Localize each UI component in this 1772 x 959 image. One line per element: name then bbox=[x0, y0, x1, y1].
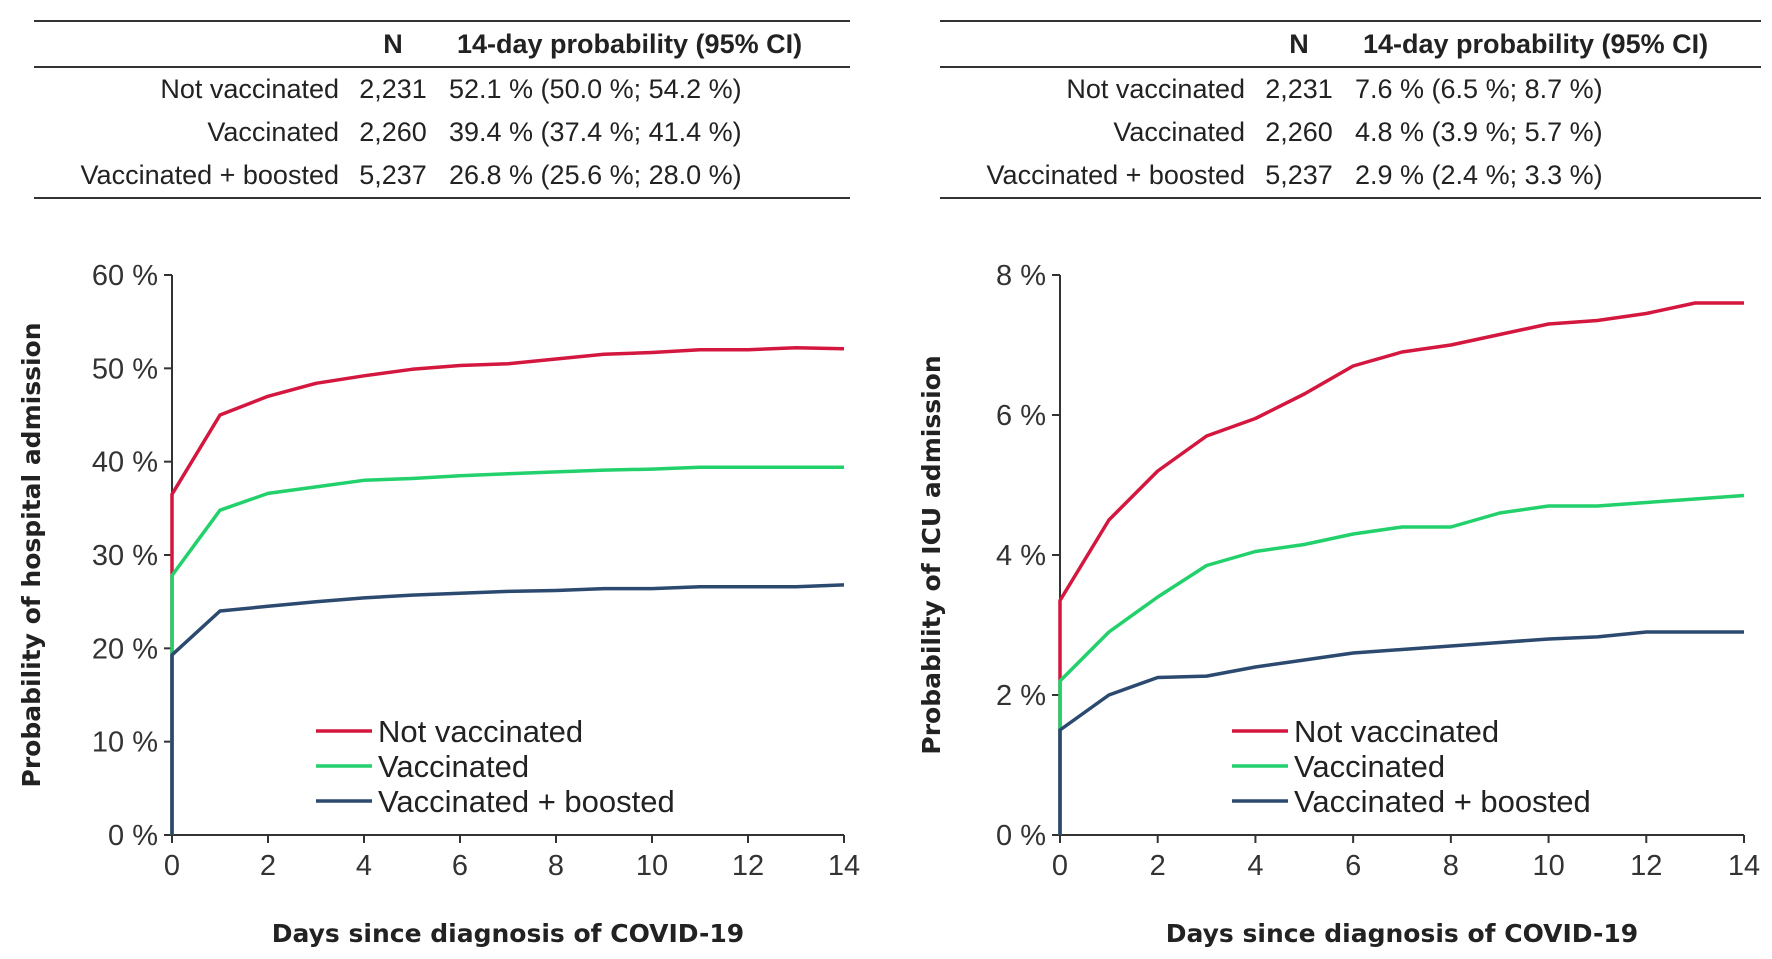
probability-cell: 4.8 % (3.9 %; 5.7 %) bbox=[1355, 117, 1603, 147]
n-cell: 2,231 bbox=[359, 74, 427, 104]
x-tick-label: 8 bbox=[548, 850, 564, 882]
legend-label: Vaccinated + boosted bbox=[1294, 784, 1591, 819]
x-tick-label: 6 bbox=[452, 850, 468, 882]
probability-cell: 52.1 % (50.0 %; 54.2 %) bbox=[449, 74, 742, 104]
x-tick-label: 4 bbox=[356, 850, 372, 882]
table-row: Vaccinated 2,260 39.4 % (37.4 %; 41.4 %) bbox=[34, 111, 850, 154]
table-row: Not vaccinated 2,231 52.1 % (50.0 %; 54.2 … bbox=[34, 68, 850, 111]
x-tick-label: 10 bbox=[1532, 850, 1564, 882]
group-cell: Vaccinated bbox=[1113, 117, 1245, 147]
probability-cell: 26.8 % (25.6 %; 28.0 %) bbox=[449, 160, 742, 190]
x-axis-title: Days since diagnosis of COVID-19 bbox=[1166, 919, 1638, 948]
legend-label: Vaccinated bbox=[378, 749, 529, 784]
n-cell: 2,231 bbox=[1265, 74, 1333, 104]
series-line bbox=[1058, 630, 1744, 835]
probability-cell: 2.9 % (2.4 %; 3.3 %) bbox=[1355, 160, 1603, 190]
y-tick-label: 40 % bbox=[92, 447, 158, 479]
group-cell: Not vaccinated bbox=[160, 74, 339, 104]
group-cell: Vaccinated bbox=[207, 117, 339, 147]
x-tick-label: 12 bbox=[732, 850, 764, 882]
y-tick-label: 10 % bbox=[92, 727, 158, 759]
y-tick-label: 50 % bbox=[92, 353, 158, 385]
table-row: Vaccinated + boosted 5,237 26.8 % (25.6 %;… bbox=[34, 154, 850, 197]
x-tick-label: 12 bbox=[1630, 850, 1662, 882]
header-n: N bbox=[383, 28, 403, 59]
group-cell: Vaccinated + boosted bbox=[986, 160, 1245, 190]
y-tick-label: 8 % bbox=[996, 260, 1046, 292]
table-header: N 14-day probability (95% CI) bbox=[940, 22, 1761, 68]
x-tick-label: 2 bbox=[260, 850, 276, 882]
y-tick-label: 6 % bbox=[996, 400, 1046, 432]
x-tick-label: 4 bbox=[1247, 850, 1263, 882]
x-tick-label: 6 bbox=[1345, 850, 1361, 882]
hospital-summary-table: N 14-day probability (95% CI) Not vaccin… bbox=[34, 20, 850, 199]
legend-label: Vaccinated + boosted bbox=[378, 784, 675, 819]
legend-label: Not vaccinated bbox=[1294, 714, 1499, 749]
table-header: N 14-day probability (95% CI) bbox=[34, 22, 850, 68]
probability-cell: 7.6 % (6.5 %; 8.7 %) bbox=[1355, 74, 1603, 104]
n-cell: 2,260 bbox=[359, 117, 427, 147]
series-line bbox=[170, 583, 845, 835]
series-line bbox=[170, 465, 844, 835]
x-tick-label: 2 bbox=[1150, 850, 1166, 882]
y-axis-title: Probability of hospital admission bbox=[17, 322, 46, 787]
probability-cell: 39.4 % (37.4 %; 41.4 %) bbox=[449, 117, 742, 147]
y-tick-label: 4 % bbox=[996, 540, 1046, 572]
table-row: Vaccinated 2,260 4.8 % (3.9 %; 5.7 %) bbox=[940, 111, 1761, 154]
table-row: Vaccinated + boosted 5,237 2.9 % (2.4 %; 3… bbox=[940, 154, 1761, 197]
y-tick-label: 0 % bbox=[108, 820, 158, 852]
series-line bbox=[1058, 301, 1744, 835]
header-probability: 14-day probability (95% CI) bbox=[457, 28, 803, 59]
table-row: Not vaccinated 2,231 7.6 % (6.5 %; 8.7 %) bbox=[940, 68, 1761, 111]
x-axis-title: Days since diagnosis of COVID-19 bbox=[272, 919, 744, 948]
x-tick-label: 10 bbox=[636, 850, 668, 882]
x-tick-label: 14 bbox=[1728, 850, 1760, 882]
y-tick-label: 2 % bbox=[996, 680, 1046, 712]
n-cell: 5,237 bbox=[359, 160, 427, 190]
legend-label: Not vaccinated bbox=[378, 714, 583, 749]
x-tick-label: 0 bbox=[1052, 850, 1068, 882]
y-tick-label: 30 % bbox=[92, 540, 158, 572]
series-line bbox=[1058, 493, 1745, 835]
n-cell: 5,237 bbox=[1265, 160, 1333, 190]
series-line bbox=[170, 346, 845, 835]
x-tick-label: 0 bbox=[164, 850, 180, 882]
y-tick-label: 0 % bbox=[996, 820, 1046, 852]
y-axis-title: Probability of ICU admission bbox=[917, 355, 946, 754]
icu-summary-table: N 14-day probability (95% CI) Not vaccin… bbox=[940, 20, 1761, 199]
header-n: N bbox=[1289, 28, 1309, 59]
header-probability: 14-day probability (95% CI) bbox=[1363, 28, 1709, 59]
n-cell: 2,260 bbox=[1265, 117, 1333, 147]
group-cell: Vaccinated + boosted bbox=[80, 160, 339, 190]
x-tick-label: 14 bbox=[828, 850, 860, 882]
y-tick-label: 20 % bbox=[92, 633, 158, 665]
x-tick-label: 8 bbox=[1443, 850, 1459, 882]
group-cell: Not vaccinated bbox=[1066, 74, 1245, 104]
legend-label: Vaccinated bbox=[1294, 749, 1445, 784]
y-tick-label: 60 % bbox=[92, 260, 158, 292]
